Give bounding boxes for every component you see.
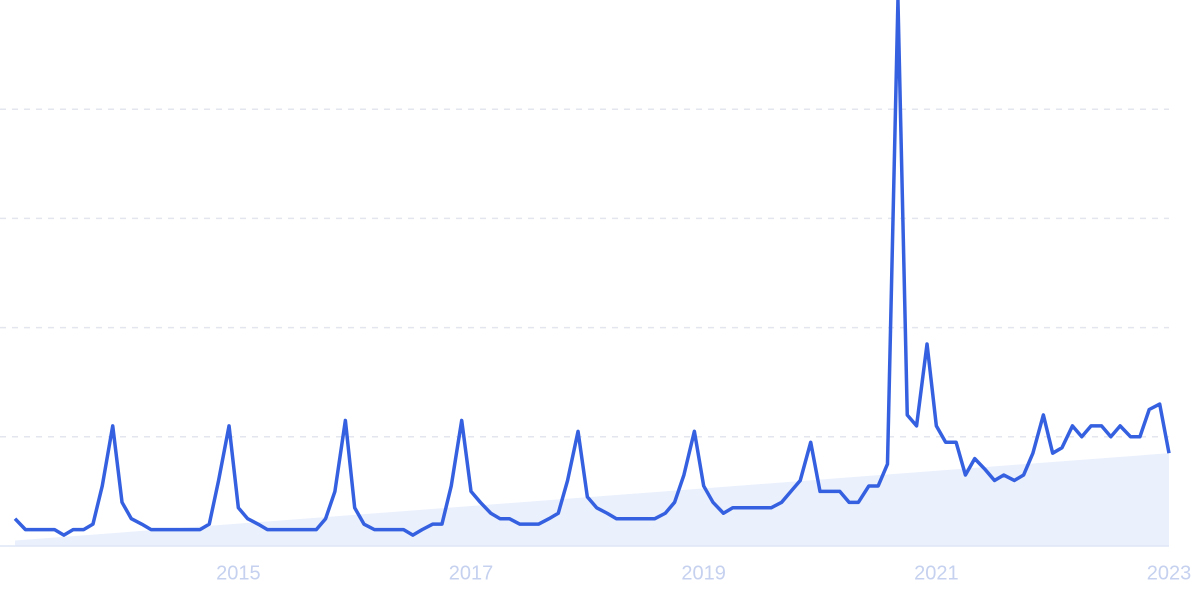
x-tick-label: 2015 xyxy=(216,562,261,584)
line xyxy=(13,0,1171,537)
x-tick-label: 2023 xyxy=(1147,562,1192,584)
x-tick-label: 2021 xyxy=(914,562,959,584)
trend-area xyxy=(15,453,1169,546)
x-tick-label: 2017 xyxy=(449,562,494,584)
x-tick-label: 2019 xyxy=(681,562,726,584)
